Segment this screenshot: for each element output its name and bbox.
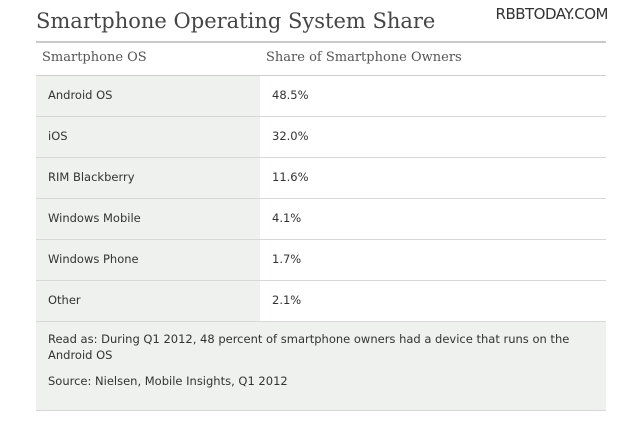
share-value-cell: 2.1% — [272, 293, 302, 307]
table-footer: Read as: During Q1 2012, 48 percent of s… — [36, 322, 606, 411]
table-row-other: Other 2.1% — [36, 281, 606, 322]
share-value-cell: 4.1% — [272, 211, 302, 225]
table-header: Smartphone OS Share of Smartphone Owners — [36, 41, 606, 76]
column-header-share: Share of Smartphone Owners — [266, 50, 462, 65]
os-name-cell: iOS — [36, 117, 260, 157]
table-row-windows-mobile: Windows Mobile 4.1% — [36, 199, 606, 240]
read-as-note: Read as: During Q1 2012, 48 percent of s… — [48, 332, 570, 362]
os-name-cell: Windows Phone — [36, 240, 260, 280]
os-name-cell: Windows Mobile — [36, 199, 260, 239]
table-row-ios: iOS 32.0% — [36, 117, 606, 158]
table-row-rim-blackberry: RIM Blackberry 11.6% — [36, 158, 606, 199]
os-name-cell: Android OS — [36, 76, 260, 116]
os-name-cell: RIM Blackberry — [36, 158, 260, 198]
share-value-cell: 11.6% — [272, 170, 309, 184]
source-note: Source: Nielsen, Mobile Insights, Q1 201… — [48, 374, 288, 388]
chart-title: Smartphone Operating System Share — [36, 9, 436, 33]
table-row-android: Android OS 48.5% — [36, 76, 606, 117]
watermark-logo: RBBTODAY.COM — [495, 5, 609, 23]
share-value-cell: 48.5% — [272, 88, 309, 102]
table-row-windows-phone: Windows Phone 1.7% — [36, 240, 606, 281]
share-value-cell: 1.7% — [272, 252, 302, 266]
data-table: Android OS 48.5% iOS 32.0% RIM Blackberr… — [36, 76, 606, 322]
share-value-cell: 32.0% — [272, 129, 309, 143]
os-name-cell: Other — [36, 281, 260, 321]
column-header-os: Smartphone OS — [42, 50, 147, 65]
